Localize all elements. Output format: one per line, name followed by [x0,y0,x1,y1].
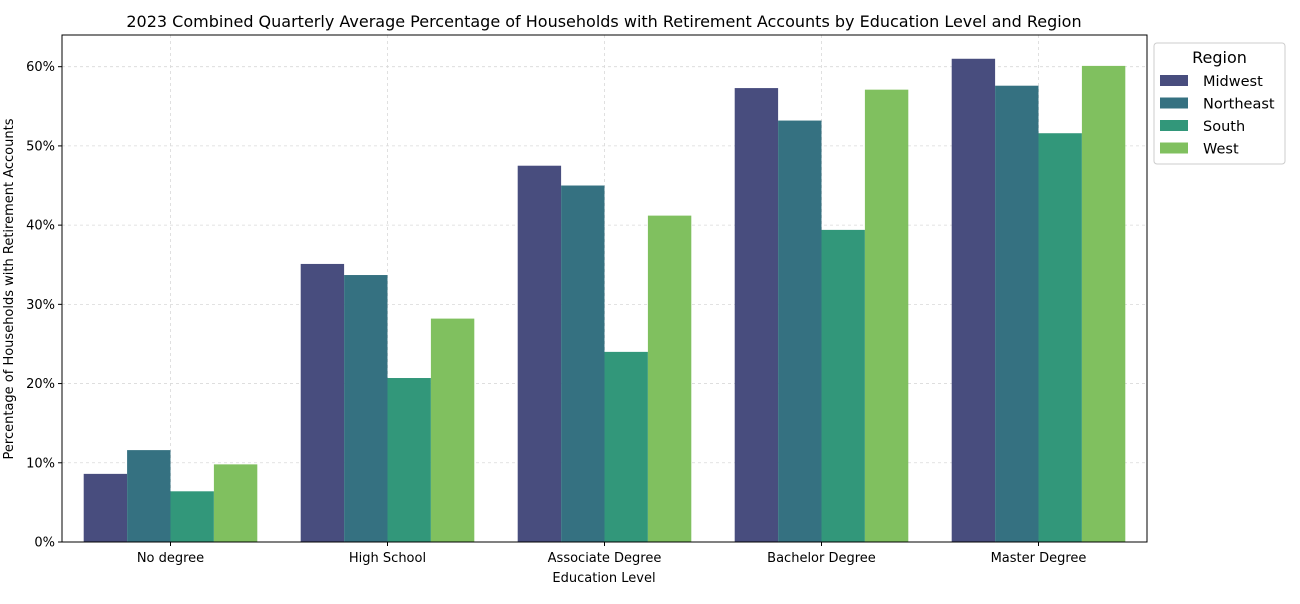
bar-south-1 [387,378,431,542]
bar-northeast-3 [778,120,822,543]
legend-swatch-south [1160,120,1188,131]
bar-northeast-2 [561,185,605,542]
legend-label-northeast: Northeast [1203,97,1275,113]
bar-west-2 [647,215,692,542]
bar-midwest-1 [300,263,345,542]
x-tick-label: No degree [137,551,204,566]
bar-south-4 [1038,133,1082,542]
bar-south-0 [170,491,214,542]
x-tick-label: High School [349,551,426,566]
bar-west-4 [1081,65,1126,542]
bar-northeast-4 [995,85,1039,542]
x-axis: No degree High School Associate Degree Bach… [137,542,1087,566]
legend-swatch-midwest [1160,75,1188,86]
bar-west-0 [213,464,258,542]
y-tick-label: 20% [26,377,55,392]
x-tick-label: Associate Degree [548,551,662,566]
x-tick-label: Master Degree [991,551,1087,566]
legend-label-west: West [1203,142,1239,158]
y-axis-label: Percentage of Households with Retirement… [2,118,17,459]
bar-northeast-1 [344,275,388,542]
bar-midwest-0 [83,473,128,542]
bar-midwest-4 [951,58,996,542]
legend-label-south: South [1203,119,1245,135]
x-axis-label: Education Level [552,571,655,586]
legend-swatch-northeast [1160,97,1188,109]
legend-box [1153,42,1286,165]
bar-west-3 [864,89,909,542]
y-tick-label: 40% [26,219,55,234]
x-tick-label: Bachelor Degree [767,551,876,566]
y-axis: 0% 10% 20% 30% 40% 50% 60% [26,60,62,551]
bar-south-2 [604,351,648,542]
y-tick-label: 10% [26,456,55,471]
bars-layer [83,58,1126,543]
legend-title: Region [1192,48,1247,67]
bar-midwest-2 [517,165,562,542]
y-tick-label: 0% [34,536,55,551]
y-tick-label: 30% [26,298,55,313]
chart-title: 2023 Combined Quarterly Average Percenta… [126,12,1081,31]
bar-northeast-0 [127,450,171,542]
bar-west-1 [430,318,475,542]
legend: Region Midwest Northeast South West [1153,42,1286,165]
legend-swatch-west [1160,142,1188,154]
y-tick-label: 50% [26,139,55,154]
bar-south-3 [821,229,865,543]
legend-label-midwest: Midwest [1203,74,1263,90]
y-tick-label: 60% [26,60,55,75]
bar-midwest-3 [734,88,779,542]
